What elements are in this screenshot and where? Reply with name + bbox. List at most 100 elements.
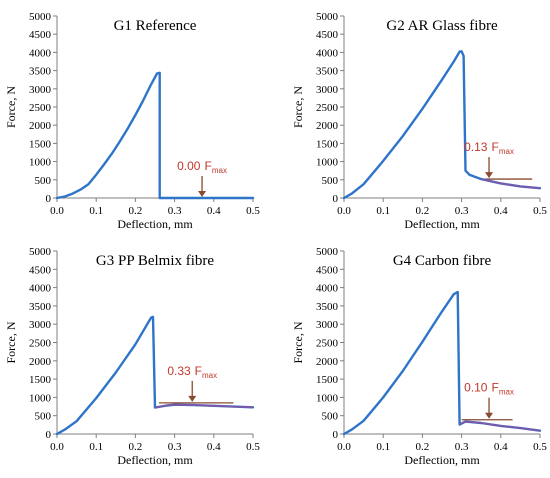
fmax-symbol: F — [491, 140, 498, 154]
post-peak-curve — [481, 178, 541, 190]
fmax-subscript: max — [202, 371, 217, 380]
x-axis-title: Deflection, mm — [404, 453, 480, 467]
y-tick-label: 1500 — [316, 138, 339, 150]
x-tick-label: 0.0 — [337, 205, 351, 217]
fmax-ratio-label: 0.13 Fmax — [464, 140, 514, 156]
annotation-arrow-head — [485, 412, 494, 419]
y-tick-label: 0 — [46, 193, 52, 205]
y-tick-label: 500 — [322, 411, 339, 423]
x-tick-label: 0.1 — [376, 205, 390, 217]
panel-title: G3 PP Belmix fibre — [96, 253, 215, 269]
x-tick-label: 0.0 — [50, 205, 64, 217]
y-axis-title: Force, N — [291, 86, 305, 128]
x-tick-label: 0.5 — [246, 205, 260, 217]
x-tick-label: 0.1 — [89, 441, 103, 453]
y-tick-label: 2500 — [29, 102, 52, 114]
y-tick-label: 5000 — [29, 11, 52, 23]
y-tick-label: 1500 — [29, 138, 52, 150]
fmax-symbol: F — [204, 159, 211, 173]
chart-panel-4: 0 500 1000 1500 2000 2500 3000 3500 4000 4500 5000… — [291, 246, 547, 467]
x-tick-label: 0.3 — [455, 441, 469, 453]
y-axis-title: Force, N — [4, 321, 18, 363]
x-tick-label: 0.5 — [246, 441, 260, 453]
fmax-symbol: F — [195, 364, 202, 378]
force-deflection-curve — [342, 50, 542, 200]
x-axis-title: Deflection, mm — [117, 217, 193, 231]
x-tick-label: 0.3 — [455, 205, 469, 217]
chart-panel-2: 0 500 1000 1500 2000 2500 3000 3500 4000 4500 5000… — [291, 11, 547, 231]
y-tick-label: 500 — [35, 175, 52, 187]
chart-panel-3: 0 500 1000 1500 2000 2500 3000 3500 4000 4500 5000… — [4, 246, 260, 467]
y-tick-label: 4500 — [316, 29, 339, 41]
y-tick-label: 1000 — [316, 392, 339, 404]
y-tick-label: 5000 — [29, 246, 52, 258]
x-tick-label: 0.2 — [416, 205, 430, 217]
y-tick-label: 3000 — [316, 84, 339, 96]
fmax-symbol: F — [491, 381, 498, 395]
fmax-ratio-label: 0.00 Fmax — [177, 159, 227, 175]
y-tick-label: 3500 — [29, 66, 52, 78]
y-tick-label: 3000 — [29, 84, 52, 96]
x-tick-label: 0.2 — [129, 205, 143, 217]
y-tick-label: 4500 — [316, 264, 339, 276]
x-tick-label: 0.1 — [89, 205, 103, 217]
force-deflection-curve — [55, 71, 255, 200]
y-tick-label: 3500 — [29, 301, 52, 313]
y-tick-label: 0 — [333, 429, 339, 441]
y-tick-label: 0 — [333, 193, 339, 205]
annotation-arrow-head — [198, 191, 207, 197]
y-tick-label: 500 — [322, 175, 339, 187]
fmax-ratio-label: 0.10 Fmax — [464, 381, 514, 397]
y-tick-label: 1000 — [29, 392, 52, 404]
y-tick-label: 2500 — [316, 338, 339, 350]
x-tick-label: 0.5 — [533, 441, 547, 453]
y-tick-label: 4000 — [29, 47, 52, 59]
y-tick-label: 2500 — [316, 102, 339, 114]
y-tick-label: 1000 — [29, 157, 52, 169]
x-tick-label: 0.3 — [168, 205, 182, 217]
x-tick-label: 0.4 — [207, 205, 221, 217]
fmax-subscript: max — [212, 166, 227, 175]
x-tick-label: 0.3 — [168, 441, 182, 453]
annotation-arrow-head — [485, 172, 494, 179]
y-tick-label: 1500 — [29, 374, 52, 386]
fmax-ratio-value: 0.00 — [177, 159, 201, 173]
y-axis-title: Force, N — [291, 321, 305, 363]
force-deflection-curve — [55, 315, 255, 436]
x-axis-title: Deflection, mm — [117, 453, 193, 467]
x-tick-label: 0.2 — [129, 441, 143, 453]
y-tick-label: 4500 — [29, 29, 52, 41]
chart-panel-1: 0 500 1000 1500 2000 2500 3000 3500 4000 4500 5000… — [4, 11, 260, 231]
x-tick-label: 0.2 — [416, 441, 430, 453]
y-tick-label: 4500 — [29, 264, 52, 276]
y-tick-label: 5000 — [316, 11, 339, 23]
fmax-subscript: max — [499, 388, 514, 397]
x-tick-label: 0.4 — [207, 441, 221, 453]
post-peak-curve — [154, 403, 254, 409]
panel-title: G1 Reference — [114, 18, 197, 34]
x-tick-label: 0.0 — [50, 441, 64, 453]
panel-title: G4 Carbon fibre — [393, 253, 492, 269]
force-deflection-curve — [342, 290, 542, 436]
annotation-arrow-head — [188, 395, 197, 402]
x-tick-label: 0.0 — [337, 441, 351, 453]
y-tick-label: 500 — [35, 411, 52, 423]
y-tick-label: 2500 — [29, 338, 52, 350]
y-tick-label: 0 — [46, 429, 52, 441]
x-tick-label: 0.4 — [494, 205, 508, 217]
y-tick-label: 2000 — [29, 356, 52, 368]
y-tick-label: 1000 — [316, 157, 339, 169]
y-tick-label: 4000 — [316, 283, 339, 295]
y-tick-label: 3500 — [316, 66, 339, 78]
x-tick-label: 0.4 — [494, 441, 508, 453]
y-axis-title: Force, N — [4, 86, 18, 128]
x-tick-label: 0.1 — [376, 441, 390, 453]
y-tick-label: 2000 — [29, 120, 52, 132]
fmax-ratio-value: 0.13 — [464, 140, 488, 154]
fmax-ratio-value: 0.10 — [464, 381, 488, 395]
x-tick-label: 0.5 — [533, 205, 547, 217]
x-axis-title: Deflection, mm — [404, 217, 480, 231]
y-tick-label: 2000 — [316, 356, 339, 368]
fmax-ratio-label: 0.33 Fmax — [167, 364, 217, 380]
